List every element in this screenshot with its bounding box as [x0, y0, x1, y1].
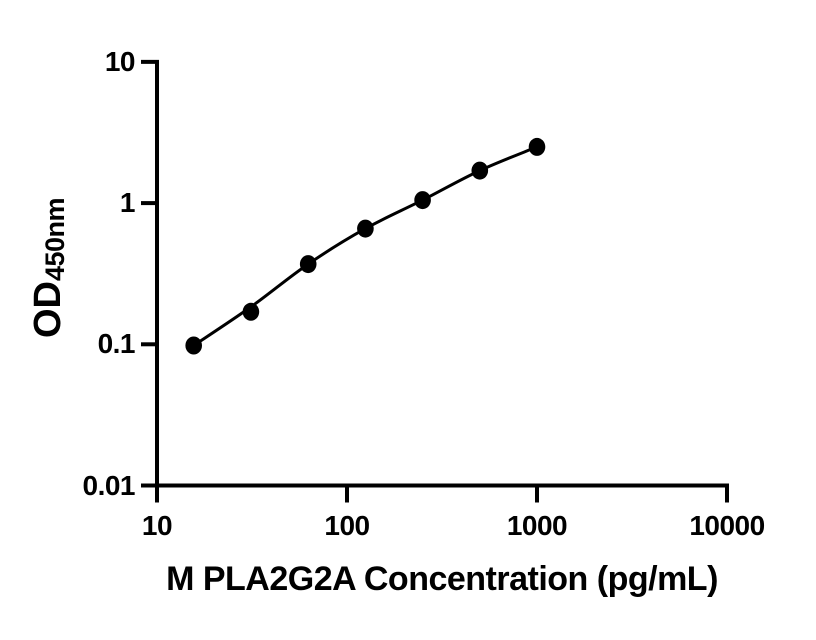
x-axis-title: M PLA2G2A Concentration (pg/mL)	[166, 560, 718, 598]
y-tick-label-2: 0.1	[97, 328, 136, 359]
data-point-4	[414, 191, 431, 210]
data-point-2	[299, 255, 317, 274]
y-axis-title: OD 450nm	[27, 168, 71, 368]
x-tick-label-2: 1000	[506, 510, 568, 541]
data-point-0	[185, 336, 202, 355]
data-point-5	[471, 161, 489, 180]
y-tick-label-3: 0.01	[82, 470, 136, 501]
x-tick-label-3: 10000	[689, 510, 765, 541]
y-axis-title-subscript: 450nm	[40, 197, 70, 282]
axes-spine	[141, 59, 729, 488]
data-point-1	[242, 302, 260, 321]
y-axis-title-main: OD	[27, 281, 69, 339]
x-tick-label-1: 100	[324, 510, 370, 541]
y-tick-label-0: 10	[104, 46, 136, 77]
data-point-6	[528, 137, 546, 156]
x-tick-label-0: 10	[141, 510, 173, 541]
y-tick-label-1: 1	[119, 187, 136, 218]
data-point-3	[357, 219, 374, 238]
